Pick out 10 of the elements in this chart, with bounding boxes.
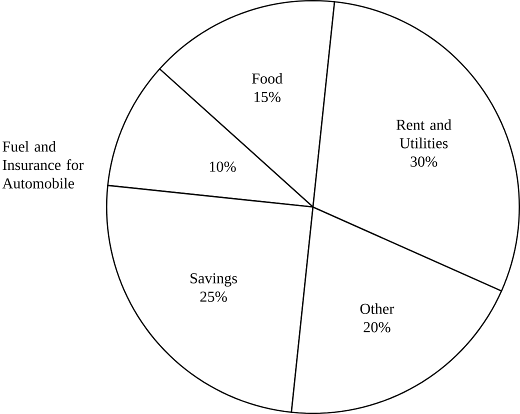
slice-label: Rent and Utilities (396, 119, 452, 148)
data-label: 15% (254, 92, 280, 102)
slice-label: Food (252, 72, 283, 84)
data-label: 25% (200, 292, 227, 302)
slice-label: Other (360, 303, 394, 314)
slice-label: Fuel and Insurance for Automobile (2, 141, 84, 188)
data-label: 30% (410, 156, 438, 167)
slice-label: Savings (190, 273, 237, 287)
data-label: 20% (364, 322, 390, 332)
data-label: 10% (210, 162, 236, 172)
